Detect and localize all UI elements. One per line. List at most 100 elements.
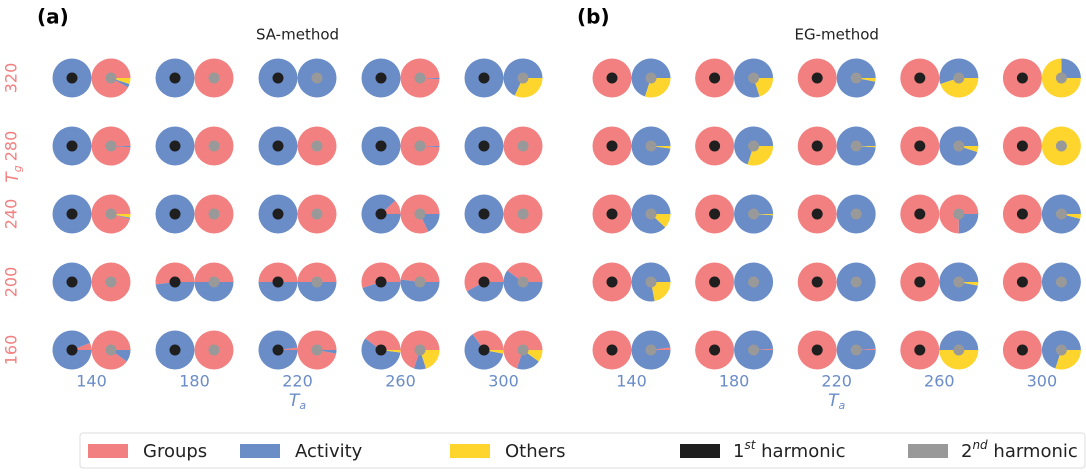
harmonic-dot bbox=[953, 140, 965, 152]
pie-wedge bbox=[939, 350, 979, 370]
harmonic-dot bbox=[709, 72, 721, 84]
x-tick-label: 260 bbox=[385, 372, 416, 391]
x-tick-label: 180 bbox=[719, 372, 750, 391]
axis-label-sub: g bbox=[11, 165, 24, 172]
harmonic-dot bbox=[208, 140, 220, 152]
harmonic-dot bbox=[478, 276, 490, 288]
harmonic-dot bbox=[517, 276, 529, 288]
x-tick-label: 140 bbox=[616, 372, 647, 391]
panel-label: (b) bbox=[577, 5, 610, 29]
pie-wedge bbox=[466, 282, 504, 302]
harmonic-dot bbox=[272, 140, 284, 152]
y-tick-label: 160 bbox=[2, 335, 21, 366]
legend-swatch bbox=[88, 444, 128, 458]
legend-label-rest: harmonic bbox=[755, 441, 845, 462]
harmonic-dot bbox=[709, 276, 721, 288]
legend-swatch bbox=[680, 444, 720, 458]
pie-wedge bbox=[297, 262, 337, 282]
harmonic-dot bbox=[748, 344, 760, 356]
harmonic-dot bbox=[953, 344, 965, 356]
legend-label-num: 2 bbox=[961, 441, 972, 462]
harmonic-dot bbox=[272, 72, 284, 84]
harmonic-dot bbox=[606, 208, 618, 220]
harmonic-dot bbox=[1055, 276, 1067, 288]
pie-wedge bbox=[523, 350, 543, 362]
harmonic-dot bbox=[811, 140, 823, 152]
axis-label: Ta bbox=[828, 391, 845, 412]
harmonic-dot bbox=[272, 208, 284, 220]
harmonic-dot bbox=[914, 140, 926, 152]
harmonic-dot bbox=[517, 208, 529, 220]
harmonic-dot bbox=[606, 344, 618, 356]
harmonic-dot bbox=[1016, 140, 1028, 152]
harmonic-dot bbox=[517, 72, 529, 84]
harmonic-dot bbox=[414, 72, 426, 84]
pie-wedge bbox=[155, 282, 195, 302]
pie-wedge bbox=[939, 330, 979, 350]
harmonic-dot bbox=[478, 208, 490, 220]
harmonic-dot bbox=[606, 276, 618, 288]
harmonic-dot bbox=[914, 208, 926, 220]
pie-wedge bbox=[420, 350, 440, 369]
axis-label-main: T bbox=[289, 391, 301, 411]
legend-label: 2nd harmonic bbox=[961, 438, 1078, 463]
x-tick-label: 180 bbox=[179, 372, 210, 391]
legend-label-rest: harmonic bbox=[988, 441, 1078, 462]
harmonic-dot bbox=[850, 208, 862, 220]
harmonic-dot bbox=[66, 276, 78, 288]
harmonic-dot bbox=[478, 72, 490, 84]
pie-wedge bbox=[940, 78, 979, 98]
legend-label: Groups bbox=[143, 441, 207, 462]
harmonic-dot bbox=[953, 208, 965, 220]
pie-wedge bbox=[753, 78, 774, 97]
harmonic-dot bbox=[478, 344, 490, 356]
harmonic-dot bbox=[105, 344, 117, 356]
harmonic-dot bbox=[414, 276, 426, 288]
harmonic-dot bbox=[272, 276, 284, 288]
harmonic-dot bbox=[645, 140, 657, 152]
legend-label-sup: st bbox=[744, 438, 756, 452]
pie-wedge bbox=[958, 214, 979, 234]
harmonic-dot bbox=[850, 276, 862, 288]
harmonic-dot bbox=[811, 72, 823, 84]
legend-swatch bbox=[450, 444, 490, 458]
x-tick-label: 300 bbox=[1027, 372, 1058, 391]
harmonic-dot bbox=[478, 140, 490, 152]
harmonic-dot bbox=[311, 276, 323, 288]
axis-label: Tg bbox=[3, 165, 24, 182]
harmonic-dot bbox=[709, 208, 721, 220]
panel-title: SA-method bbox=[256, 26, 339, 44]
harmonic-dot bbox=[311, 72, 323, 84]
panel-title: EG-method bbox=[794, 26, 878, 44]
harmonic-dot bbox=[1055, 72, 1067, 84]
harmonic-dot bbox=[169, 208, 181, 220]
pie-wedge bbox=[651, 214, 671, 228]
legend-box bbox=[79, 432, 1086, 469]
x-tick-label: 260 bbox=[924, 372, 955, 391]
harmonic-dot bbox=[105, 140, 117, 152]
harmonic-dot bbox=[1016, 276, 1028, 288]
legend-label: Others bbox=[505, 441, 566, 462]
harmonic-dot bbox=[748, 140, 760, 152]
harmonic-dot bbox=[169, 72, 181, 84]
harmonic-dot bbox=[66, 72, 78, 84]
harmonic-dot bbox=[311, 208, 323, 220]
harmonic-dot bbox=[811, 276, 823, 288]
harmonic-dot bbox=[105, 208, 117, 220]
axis-label-sub: a bbox=[299, 399, 306, 412]
pie-wedge bbox=[420, 214, 440, 232]
harmonic-dot bbox=[169, 140, 181, 152]
pie-wedge bbox=[651, 282, 671, 302]
harmonic-dot bbox=[375, 344, 387, 356]
y-tick-label: 200 bbox=[2, 267, 21, 298]
axis-label: Ta bbox=[289, 391, 306, 412]
harmonic-dot bbox=[414, 208, 426, 220]
harmonic-dot bbox=[606, 72, 618, 84]
y-tick-label: 280 bbox=[2, 131, 21, 162]
harmonic-dot bbox=[850, 344, 862, 356]
legend-label-sup: nd bbox=[972, 438, 988, 452]
harmonic-dot bbox=[850, 72, 862, 84]
harmonic-dot bbox=[375, 276, 387, 288]
legend-label-num: 1 bbox=[733, 441, 744, 462]
legend-swatch bbox=[908, 444, 948, 458]
